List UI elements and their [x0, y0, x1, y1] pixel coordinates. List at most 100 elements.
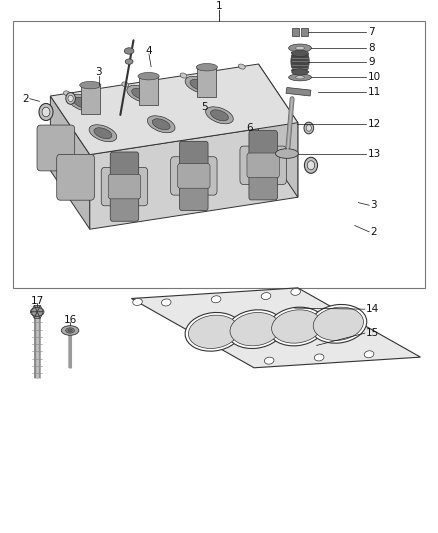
Ellipse shape — [313, 307, 364, 341]
Polygon shape — [34, 312, 40, 318]
Ellipse shape — [66, 93, 75, 104]
Ellipse shape — [89, 125, 117, 142]
Text: 1: 1 — [215, 2, 223, 12]
Ellipse shape — [314, 354, 324, 361]
Ellipse shape — [292, 50, 308, 56]
Text: 11: 11 — [368, 87, 381, 96]
Ellipse shape — [80, 82, 101, 89]
FancyBboxPatch shape — [110, 189, 139, 221]
Ellipse shape — [125, 59, 133, 64]
Ellipse shape — [188, 315, 239, 349]
Polygon shape — [37, 312, 43, 318]
Text: 6: 6 — [246, 123, 253, 133]
Ellipse shape — [291, 48, 309, 75]
Ellipse shape — [211, 296, 221, 303]
Polygon shape — [31, 312, 37, 318]
Polygon shape — [34, 305, 40, 312]
Ellipse shape — [42, 107, 50, 117]
Ellipse shape — [127, 85, 155, 102]
Ellipse shape — [306, 125, 311, 131]
FancyBboxPatch shape — [249, 131, 277, 163]
Text: 4: 4 — [145, 46, 152, 56]
Ellipse shape — [39, 103, 53, 120]
Ellipse shape — [152, 119, 170, 130]
Ellipse shape — [185, 76, 213, 93]
Ellipse shape — [289, 44, 311, 52]
Ellipse shape — [93, 86, 99, 92]
Text: 3: 3 — [370, 200, 377, 210]
Text: 13: 13 — [368, 149, 381, 158]
FancyBboxPatch shape — [170, 157, 217, 195]
Ellipse shape — [68, 329, 72, 332]
Ellipse shape — [122, 82, 129, 87]
FancyBboxPatch shape — [101, 167, 148, 206]
Ellipse shape — [227, 310, 283, 349]
Polygon shape — [37, 305, 43, 312]
Text: 5: 5 — [201, 102, 208, 111]
Ellipse shape — [292, 69, 308, 75]
Ellipse shape — [180, 73, 187, 78]
Ellipse shape — [211, 110, 228, 121]
Polygon shape — [197, 67, 216, 96]
Text: 16: 16 — [64, 315, 77, 325]
FancyBboxPatch shape — [110, 152, 139, 184]
Ellipse shape — [94, 128, 112, 139]
Text: 12: 12 — [368, 119, 381, 129]
Ellipse shape — [304, 122, 314, 134]
FancyBboxPatch shape — [108, 174, 141, 199]
FancyBboxPatch shape — [37, 125, 74, 171]
Ellipse shape — [138, 72, 159, 80]
Ellipse shape — [261, 293, 271, 300]
Text: 7: 7 — [368, 27, 374, 37]
Ellipse shape — [289, 74, 311, 81]
Ellipse shape — [276, 149, 298, 158]
Ellipse shape — [230, 312, 280, 346]
Bar — [292, 28, 299, 36]
Text: 17: 17 — [31, 296, 44, 306]
Polygon shape — [258, 64, 298, 197]
Text: 9: 9 — [368, 58, 374, 68]
Ellipse shape — [310, 304, 367, 343]
Ellipse shape — [364, 351, 374, 358]
Text: 10: 10 — [368, 72, 381, 83]
Ellipse shape — [272, 310, 322, 343]
Polygon shape — [81, 85, 100, 115]
Bar — [13, 21, 425, 288]
Polygon shape — [139, 76, 158, 106]
Polygon shape — [50, 64, 298, 155]
FancyBboxPatch shape — [240, 146, 286, 184]
Ellipse shape — [61, 326, 79, 335]
FancyBboxPatch shape — [57, 155, 94, 200]
Ellipse shape — [151, 77, 158, 83]
Ellipse shape — [307, 161, 314, 170]
Ellipse shape — [304, 157, 318, 173]
Bar — [301, 28, 308, 36]
Text: 2: 2 — [370, 227, 377, 237]
Text: 3: 3 — [95, 67, 102, 77]
Ellipse shape — [124, 48, 134, 54]
Polygon shape — [131, 288, 420, 368]
Ellipse shape — [296, 46, 304, 50]
Polygon shape — [31, 305, 37, 312]
Ellipse shape — [74, 97, 92, 108]
Text: 15: 15 — [366, 328, 379, 338]
Polygon shape — [90, 123, 298, 229]
Ellipse shape — [196, 63, 217, 71]
Ellipse shape — [64, 91, 71, 96]
FancyBboxPatch shape — [247, 153, 279, 177]
Ellipse shape — [238, 64, 245, 69]
FancyBboxPatch shape — [180, 179, 208, 211]
Ellipse shape — [190, 79, 208, 90]
Ellipse shape — [147, 116, 175, 133]
Ellipse shape — [265, 357, 274, 364]
Polygon shape — [50, 96, 90, 229]
Ellipse shape — [133, 298, 142, 305]
Polygon shape — [286, 87, 311, 96]
Ellipse shape — [66, 328, 74, 333]
Ellipse shape — [68, 95, 73, 102]
Ellipse shape — [296, 76, 304, 79]
FancyBboxPatch shape — [177, 164, 210, 188]
Text: 14: 14 — [366, 304, 379, 314]
Ellipse shape — [291, 288, 300, 295]
Ellipse shape — [268, 307, 325, 346]
